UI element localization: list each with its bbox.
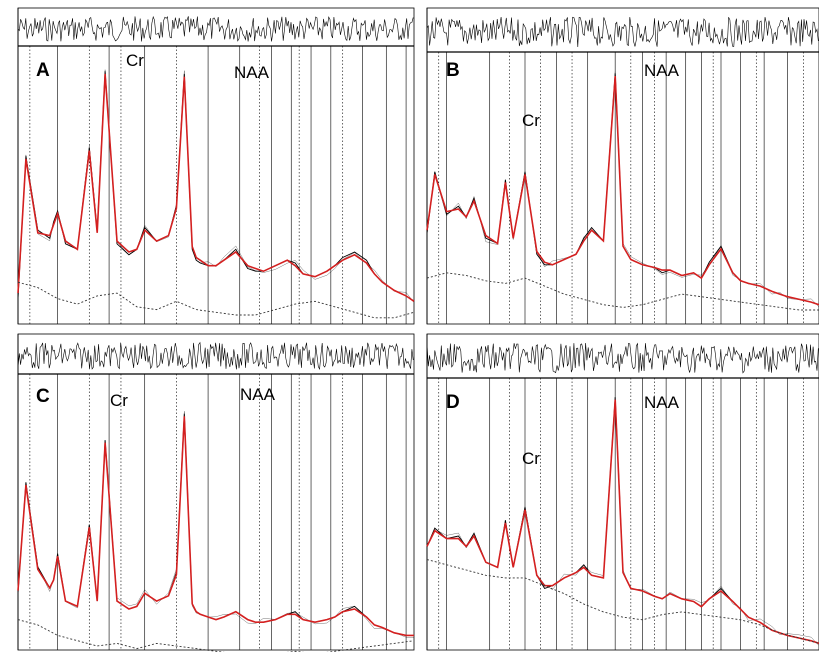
peak-label-cr: Cr — [522, 449, 540, 468]
panel-frame — [17, 333, 415, 651]
panel-c: C Cr NAA — [17, 333, 415, 652]
panel-letter: D — [446, 392, 460, 413]
series-fit — [17, 73, 415, 302]
panel-letter: C — [36, 386, 50, 407]
series-baseline — [426, 272, 819, 311]
panel-frame — [17, 7, 415, 325]
series-baseline — [17, 281, 415, 319]
panel-b: B Cr NAA — [426, 7, 819, 325]
series-baseline — [17, 619, 415, 652]
peak-label-naa: NAA — [644, 393, 680, 412]
series-fit — [426, 399, 819, 645]
peak-label-cr: Cr — [522, 111, 540, 130]
peak-label-cr: Cr — [126, 51, 144, 70]
panel-d: D Cr NAA — [426, 333, 819, 651]
panel-frame — [426, 333, 819, 651]
peak-label-naa: NAA — [234, 63, 270, 82]
residual-trace — [17, 15, 414, 42]
panel-letter: A — [36, 60, 50, 81]
panel-frame — [426, 7, 819, 325]
residual-trace — [17, 341, 414, 370]
peak-label-naa: NAA — [240, 385, 276, 404]
residual-trace — [426, 342, 819, 374]
series-fit — [17, 416, 414, 637]
peak-label-naa: NAA — [644, 61, 680, 80]
peak-label-cr: Cr — [110, 391, 128, 410]
panel-letter: B — [446, 60, 460, 81]
residual-trace — [426, 16, 819, 48]
series-fit — [426, 75, 819, 306]
panel-a: A Cr NAA — [17, 7, 415, 325]
